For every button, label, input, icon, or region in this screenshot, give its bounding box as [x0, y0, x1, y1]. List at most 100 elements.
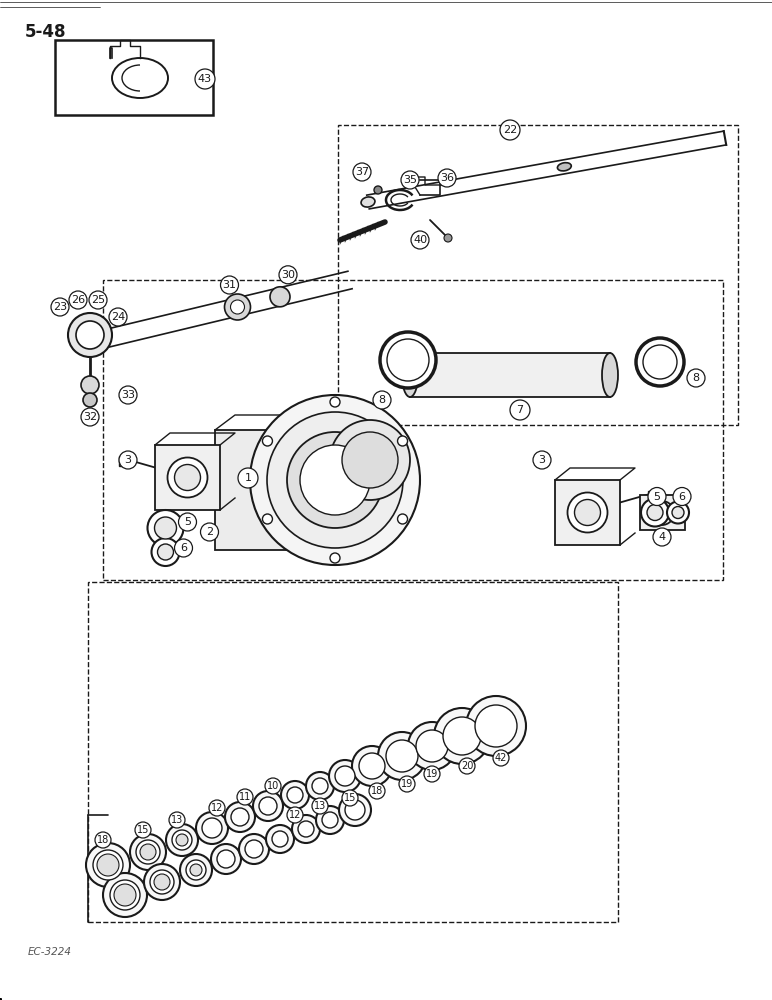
Circle shape [239, 834, 269, 864]
Circle shape [81, 408, 99, 426]
Text: 5-48: 5-48 [25, 23, 66, 41]
Circle shape [253, 791, 283, 821]
Text: 12: 12 [289, 810, 301, 820]
Text: 20: 20 [461, 761, 473, 771]
Text: 25: 25 [91, 295, 105, 305]
Circle shape [95, 832, 111, 848]
Circle shape [345, 800, 365, 820]
Circle shape [119, 386, 137, 404]
Circle shape [140, 844, 156, 860]
Circle shape [136, 840, 160, 864]
Circle shape [330, 420, 410, 500]
Circle shape [444, 234, 452, 242]
Text: 12: 12 [211, 803, 223, 813]
Bar [103, 280, 723, 580]
Circle shape [144, 864, 180, 900]
Circle shape [135, 822, 151, 838]
Circle shape [130, 834, 166, 870]
Circle shape [103, 873, 147, 917]
Circle shape [259, 797, 277, 815]
Circle shape [279, 266, 297, 284]
Circle shape [287, 432, 383, 528]
Circle shape [166, 824, 198, 856]
Circle shape [459, 758, 475, 774]
Circle shape [359, 753, 385, 779]
Text: 5: 5 [184, 517, 191, 527]
Circle shape [51, 298, 69, 316]
Circle shape [174, 464, 201, 490]
Bar [555, 480, 620, 545]
Text: 19: 19 [426, 769, 438, 779]
Circle shape [151, 538, 180, 566]
Circle shape [287, 807, 303, 823]
Circle shape [176, 834, 188, 846]
Circle shape [231, 300, 245, 314]
Circle shape [169, 812, 185, 828]
Circle shape [342, 790, 358, 806]
Circle shape [225, 802, 255, 832]
Circle shape [386, 740, 418, 772]
Circle shape [81, 376, 99, 394]
Circle shape [76, 321, 104, 349]
Text: 37: 37 [355, 167, 369, 177]
Circle shape [186, 860, 206, 880]
Circle shape [225, 294, 250, 320]
Ellipse shape [402, 353, 418, 397]
Circle shape [211, 844, 241, 874]
Text: 1: 1 [245, 473, 252, 483]
Circle shape [399, 776, 415, 792]
Circle shape [262, 436, 273, 446]
Bar [648, 490, 660, 500]
Circle shape [147, 510, 184, 546]
Circle shape [300, 445, 370, 515]
Circle shape [650, 501, 674, 525]
Circle shape [438, 169, 456, 187]
Circle shape [217, 850, 235, 868]
Circle shape [221, 276, 239, 294]
Circle shape [150, 870, 174, 894]
Circle shape [157, 544, 174, 560]
Bar [155, 445, 220, 510]
Circle shape [653, 528, 671, 546]
Circle shape [266, 825, 294, 853]
Circle shape [110, 880, 140, 910]
Circle shape [168, 458, 208, 497]
Text: 32: 32 [83, 412, 97, 422]
Circle shape [68, 313, 112, 357]
Circle shape [424, 766, 440, 782]
Circle shape [196, 812, 228, 844]
Circle shape [322, 812, 338, 828]
Circle shape [172, 830, 192, 850]
Circle shape [154, 874, 170, 890]
Circle shape [97, 854, 119, 876]
Bar [640, 495, 685, 530]
Circle shape [270, 287, 290, 307]
Circle shape [190, 864, 202, 876]
Circle shape [643, 345, 677, 379]
Circle shape [687, 369, 705, 387]
Text: 35: 35 [403, 175, 417, 185]
Circle shape [209, 800, 225, 816]
Circle shape [411, 231, 429, 249]
Circle shape [636, 338, 684, 386]
Circle shape [416, 730, 448, 762]
Bar [410, 353, 610, 397]
Text: 3: 3 [124, 455, 131, 465]
Text: 3: 3 [539, 455, 546, 465]
Bar [338, 125, 738, 425]
Text: 15: 15 [137, 825, 149, 835]
Circle shape [292, 815, 320, 843]
Circle shape [672, 506, 684, 518]
Text: 2: 2 [206, 527, 213, 537]
Circle shape [312, 778, 328, 794]
Circle shape [387, 339, 429, 381]
Text: 22: 22 [503, 125, 517, 135]
Circle shape [329, 760, 361, 792]
Circle shape [89, 291, 107, 309]
Circle shape [174, 539, 192, 557]
Circle shape [69, 291, 87, 309]
Circle shape [238, 468, 258, 488]
Circle shape [83, 393, 97, 407]
Circle shape [408, 722, 456, 770]
Circle shape [353, 163, 371, 181]
